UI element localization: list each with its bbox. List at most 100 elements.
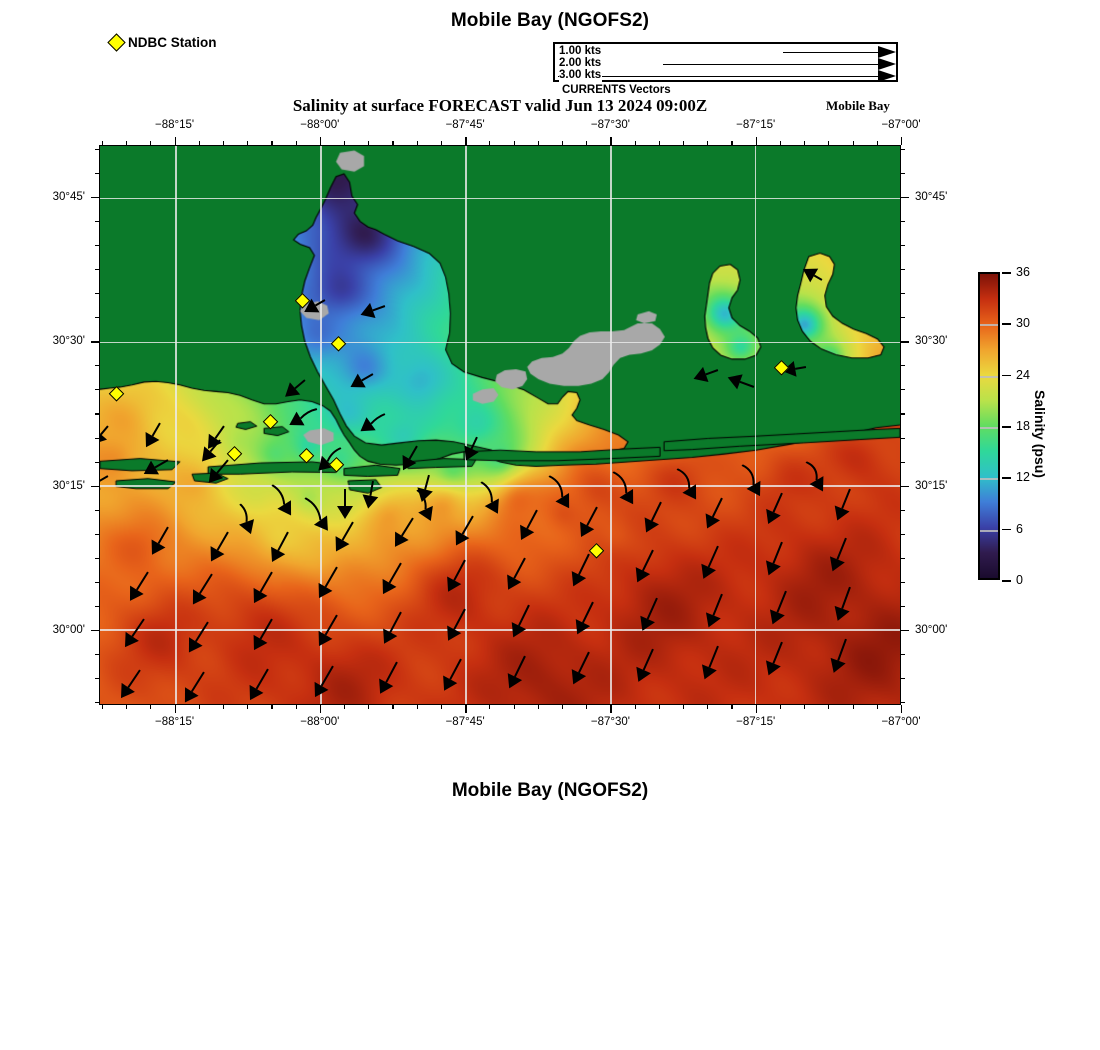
axis-tick — [150, 705, 152, 709]
current-vector-arrow — [480, 481, 499, 514]
axis-tick-label: −87°45' — [445, 119, 485, 131]
vector-legend-line — [783, 52, 878, 53]
axis-tick — [683, 705, 685, 709]
current-vector-arrow — [580, 506, 599, 538]
ndbc-station-legend: NDBC Station — [107, 33, 217, 52]
axis-tick — [610, 137, 612, 145]
current-vector-arrow — [455, 515, 474, 546]
current-vector-arrow — [239, 503, 255, 535]
current-vector-arrow — [253, 571, 274, 603]
current-vector-arrow — [700, 545, 719, 580]
current-vector-arrow — [443, 658, 462, 691]
bottom-title: Mobile Bay (NGOFS2) — [451, 780, 649, 801]
graticule-meridian — [175, 146, 177, 704]
current-vector-arrow — [125, 618, 145, 648]
current-vector-arrow — [362, 480, 378, 509]
current-vector-arrow — [336, 488, 353, 519]
axis-tick — [295, 705, 297, 709]
current-vector-arrow — [145, 422, 162, 448]
axis-tick-label: −87°15' — [736, 119, 776, 131]
current-vector-arrow — [575, 601, 595, 635]
currents-vector-legend: 1.00 kts 2.00 kts 3.00 kts — [553, 42, 898, 82]
current-vector-arrow — [640, 598, 659, 632]
current-vector-arrow — [571, 553, 591, 587]
current-vector-arrow — [829, 537, 847, 572]
current-vector-arrow — [382, 611, 402, 644]
current-vector-arrow — [769, 590, 787, 625]
current-vector-arrow — [765, 492, 783, 525]
colorbar-title: Salinity (psu) — [1032, 390, 1048, 478]
axis-tick-label: 30°45' — [52, 190, 85, 203]
current-vector-arrow — [271, 483, 292, 516]
axis-tick — [513, 705, 515, 709]
axis-tick — [901, 341, 909, 343]
current-vector-arrow — [143, 458, 169, 475]
colorbar-tick-label: 30 — [1016, 316, 1030, 331]
axis-tick — [610, 705, 612, 713]
current-vector-arrow — [705, 593, 723, 628]
current-vector-arrow — [210, 531, 230, 562]
axis-tick — [901, 485, 909, 487]
axis-tick-label: 30°45' — [915, 190, 948, 203]
axis-tick-label: 30°15' — [52, 479, 85, 492]
axis-tick — [828, 705, 830, 709]
colorbar-tick-label: 0 — [1016, 573, 1023, 587]
vector-legend-line — [558, 76, 878, 77]
current-vector-arrow — [360, 302, 386, 318]
salinity-map[interactable] — [99, 145, 901, 705]
axis-tick — [901, 705, 903, 713]
colorbar-tick-label: 12 — [1016, 470, 1030, 485]
vector-legend-row: 3.00 kts — [555, 69, 896, 83]
axis-tick — [755, 705, 758, 713]
current-vector-arrow — [382, 562, 402, 595]
axis-tick — [804, 705, 806, 709]
currents-legend-caption: CURRENTS Vectors — [562, 84, 671, 96]
axis-tick — [707, 705, 709, 709]
axis-tick — [91, 485, 99, 487]
current-vector-arrow — [394, 517, 414, 548]
axis-tick — [91, 341, 99, 343]
colorbar-tick — [1002, 477, 1011, 479]
vector-legend-arrowhead — [878, 46, 896, 58]
axis-tick — [537, 705, 539, 709]
colorbar-tick — [1002, 528, 1011, 531]
axis-tick — [174, 705, 176, 713]
current-vector-arrow — [318, 566, 338, 599]
vector-legend-label: 2.00 kts — [559, 57, 603, 70]
forecast-subtitle: Salinity at surface FORECAST valid Jun 1… — [292, 96, 708, 115]
axis-tick-label: −88°00' — [300, 716, 340, 728]
axis-tick — [91, 629, 99, 632]
current-vector-arrow — [314, 665, 334, 697]
ndbc-diamond-icon — [107, 33, 126, 52]
vector-legend-row: 2.00 kts — [555, 57, 896, 71]
axis-tick — [901, 437, 905, 439]
current-vector-arrow — [416, 489, 433, 522]
graticule-parallel — [100, 341, 900, 343]
axis-tick-label: 30°15' — [915, 479, 948, 492]
axis-tick — [901, 221, 905, 223]
axis-tick — [901, 389, 905, 391]
current-vector-arrow — [447, 559, 466, 593]
axis-tick — [901, 581, 905, 583]
current-vector-arrow — [100, 475, 109, 490]
current-vector-arrow — [782, 361, 806, 377]
axis-tick-label: 30°30' — [52, 335, 85, 348]
current-vector-arrow — [802, 268, 823, 283]
current-vector-arrow — [189, 621, 210, 653]
axis-tick — [901, 365, 905, 367]
current-vector-arrow — [202, 439, 222, 462]
axis-tick — [416, 705, 418, 709]
axis-tick — [901, 317, 905, 319]
axis-tick — [731, 705, 733, 709]
axis-tick — [901, 245, 905, 247]
axis-tick-label: −87°30' — [590, 716, 630, 728]
axis-tick — [271, 705, 273, 709]
axis-tick — [901, 557, 905, 559]
graticule-parallel — [100, 485, 900, 487]
vector-legend-arrowhead — [878, 58, 896, 70]
axis-tick — [852, 705, 854, 709]
colorbar-ramp — [980, 274, 998, 578]
axis-tick — [126, 705, 128, 709]
axis-tick-label: 30°00' — [52, 623, 85, 636]
graticule-meridian — [465, 146, 467, 704]
